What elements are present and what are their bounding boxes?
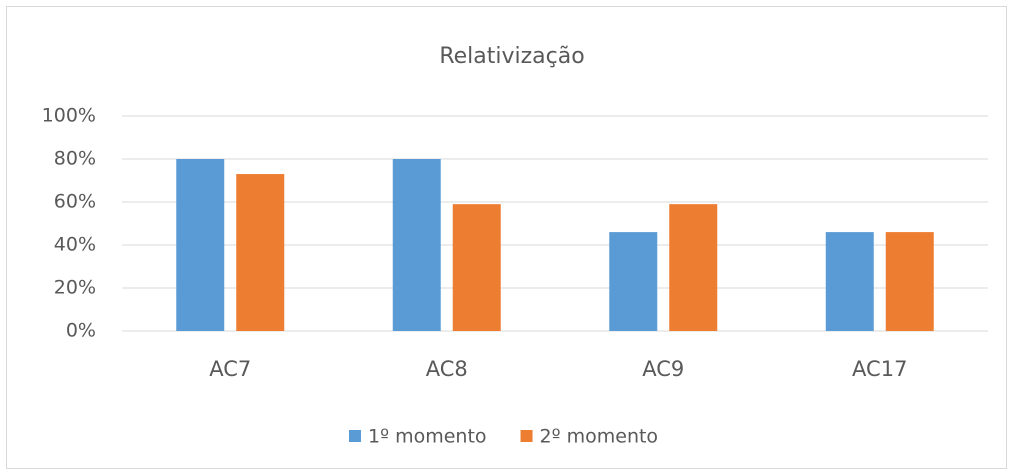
legend-swatch bbox=[520, 430, 533, 442]
y-tick-label: 0% bbox=[66, 320, 96, 342]
bar bbox=[669, 204, 718, 331]
x-tick-label: AC7 bbox=[209, 357, 251, 381]
bar bbox=[452, 204, 501, 331]
chart-title: Relativização bbox=[439, 44, 584, 69]
bar bbox=[609, 232, 658, 331]
bar bbox=[825, 232, 874, 331]
x-tick-label: AC8 bbox=[426, 357, 468, 381]
y-tick-label: 60% bbox=[54, 191, 96, 213]
legend-label: 2º momento bbox=[540, 426, 659, 448]
y-tick-label: 80% bbox=[54, 148, 96, 170]
legend-swatch bbox=[349, 430, 361, 442]
bar bbox=[236, 174, 285, 331]
legend-label: 1º momento bbox=[368, 426, 487, 448]
bar bbox=[176, 159, 225, 331]
x-tick-label: AC9 bbox=[642, 357, 684, 381]
y-tick-label: 20% bbox=[54, 277, 96, 299]
y-tick-label: 40% bbox=[54, 234, 96, 256]
x-tick-label: AC17 bbox=[852, 357, 907, 381]
bar bbox=[392, 159, 441, 331]
y-tick-label: 100% bbox=[42, 105, 96, 127]
bar bbox=[885, 232, 934, 331]
